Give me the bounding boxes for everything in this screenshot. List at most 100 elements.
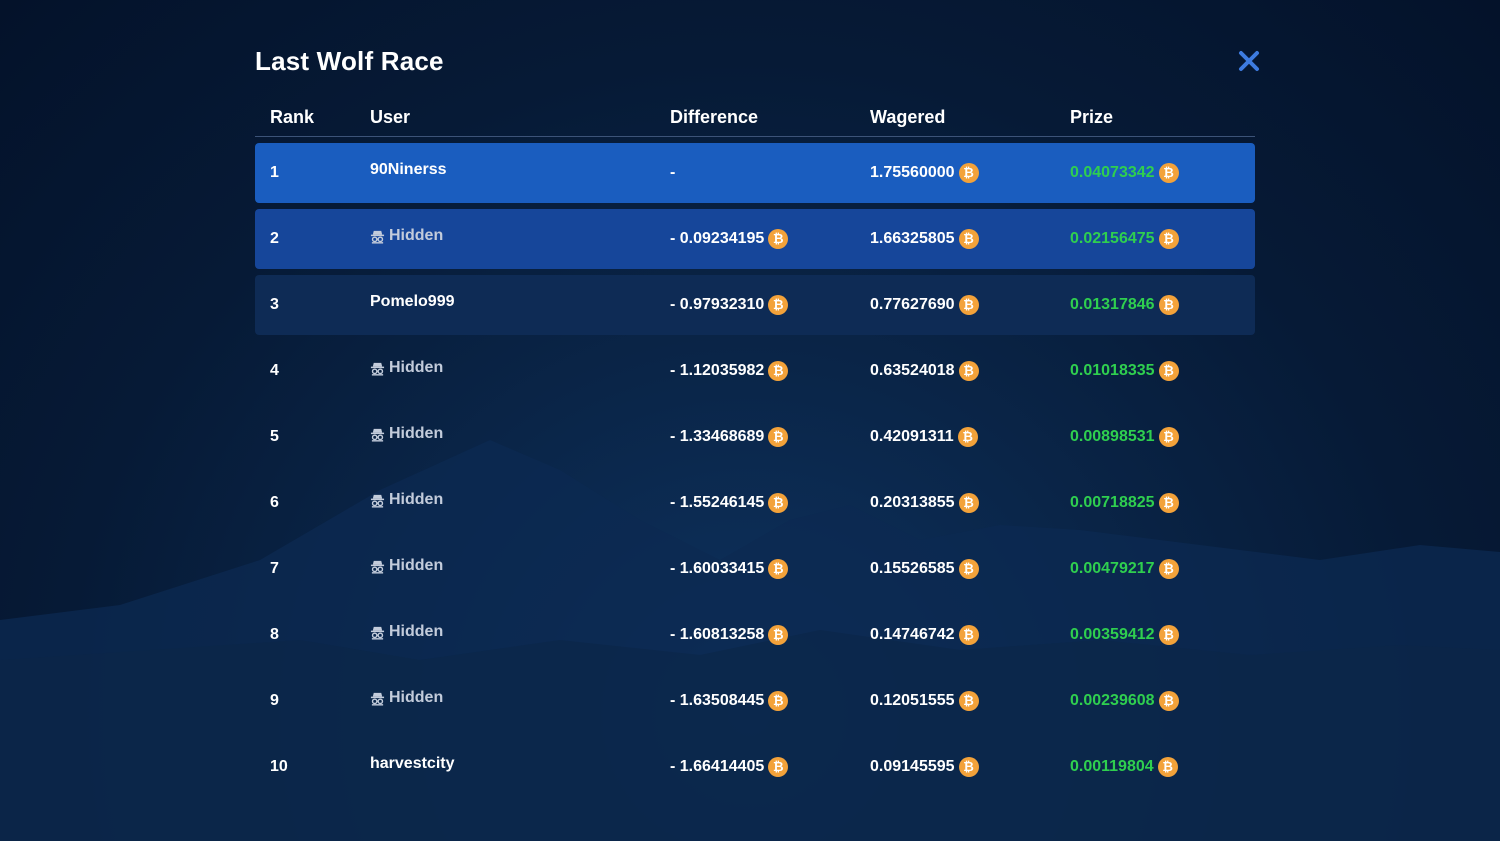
table-row[interactable]: 2 Hidden - 0.09234195 ₿ 1.66325805 ₿ 0.0215647…	[255, 209, 1255, 269]
rank-cell: 9	[270, 692, 279, 709]
bitcoin-icon: ₿	[768, 493, 789, 513]
table-row[interactable]: 6 Hidden - 1.55246145 ₿ 0.20313855 ₿ 0.0071882…	[255, 473, 1255, 533]
prize-cell: 0.01317846 ₿	[1070, 275, 1179, 335]
user-cell[interactable]: harvestcity	[370, 734, 455, 794]
prize-value: 0.00119804	[1070, 758, 1154, 775]
difference-value: - 1.12035982	[670, 362, 765, 379]
difference-cell: - 1.33468689 ₿	[670, 407, 789, 467]
wagered-value: 1.66325805	[870, 230, 955, 247]
user-name: Pomelo999	[370, 293, 455, 310]
prize-value: 0.01317846	[1070, 296, 1155, 313]
rank-cell: 10	[270, 758, 288, 775]
prize-value: 0.00898531	[1070, 428, 1155, 445]
difference-value: - 1.60813258	[670, 626, 765, 643]
user-name: Hidden	[389, 557, 444, 574]
bitcoin-icon: ₿	[768, 757, 789, 777]
user-name: Hidden	[389, 425, 444, 442]
incognito-icon	[370, 428, 385, 442]
user-cell: Hidden	[370, 338, 443, 398]
difference-value: - 1.33468689	[670, 428, 765, 445]
wagered-cell: 0.77627690 ₿	[870, 275, 979, 335]
wagered-cell: 0.42091311 ₿	[870, 407, 978, 467]
bitcoin-icon: ₿	[1158, 493, 1179, 513]
difference-cell: - 0.09234195 ₿	[670, 209, 789, 269]
bitcoin-icon: ₿	[958, 229, 979, 249]
table-row[interactable]: 9 Hidden - 1.63508445 ₿ 0.12051555 ₿ 0.0023960…	[255, 671, 1255, 731]
difference-cell: -	[670, 143, 675, 203]
prize-value: 0.00239608	[1070, 692, 1155, 709]
table-row[interactable]: 5 Hidden - 1.33468689 ₿ 0.42091311 ₿ 0.0089853…	[255, 407, 1255, 467]
wagered-value: 0.12051555	[870, 692, 955, 709]
table-row[interactable]: 10 harvestcity - 1.66414405 ₿ 0.09145595 ₿ 0.0…	[255, 737, 1255, 797]
table-row[interactable]: 3 Pomelo999- 0.97932310 ₿ 0.77627690 ₿ 0.0131…	[255, 275, 1255, 335]
user-name: Hidden	[389, 491, 444, 508]
wagered-value: 1.75560000	[870, 164, 955, 181]
prize-cell: 0.00718825 ₿	[1070, 473, 1179, 533]
difference-value: - 1.66414405	[670, 758, 765, 775]
close-button[interactable]	[1237, 49, 1261, 73]
prize-cell: 0.00239608 ₿	[1070, 671, 1179, 731]
user-cell: Hidden	[370, 536, 443, 596]
wagered-value: 0.42091311	[870, 428, 954, 445]
close-icon	[1239, 51, 1259, 71]
user-cell: Hidden	[370, 602, 443, 662]
wagered-cell: 0.63524018 ₿	[870, 341, 979, 401]
bitcoin-icon: ₿	[1158, 559, 1179, 579]
wagered-value: 0.63524018	[870, 362, 955, 379]
prize-value: 0.00718825	[1070, 494, 1155, 511]
bitcoin-icon: ₿	[768, 559, 789, 579]
table-header: Rank User Difference Wagered Prize	[255, 100, 1255, 137]
rank-cell: 1	[270, 164, 279, 181]
prize-cell: 0.00479217 ₿	[1070, 539, 1179, 599]
prize-value: 0.04073342	[1070, 164, 1155, 181]
prize-value: 0.01018335	[1070, 362, 1155, 379]
prize-cell: 0.00359412 ₿	[1070, 605, 1179, 665]
header-difference: Difference	[670, 107, 759, 127]
user-name: Hidden	[389, 227, 444, 244]
bitcoin-icon: ₿	[958, 691, 979, 711]
wagered-cell: 0.09145595 ₿	[870, 737, 979, 797]
incognito-icon	[370, 692, 385, 706]
difference-value: - 1.60033415	[670, 560, 765, 577]
user-cell[interactable]: 90Ninerss	[370, 140, 447, 200]
bitcoin-icon: ₿	[1158, 625, 1179, 645]
bitcoin-icon: ₿	[768, 625, 789, 645]
wagered-value: 0.77627690	[870, 296, 955, 313]
difference-cell: - 1.60813258 ₿	[670, 605, 789, 665]
difference-value: - 0.97932310	[670, 296, 765, 313]
incognito-icon	[370, 230, 385, 244]
difference-cell: - 1.63508445 ₿	[670, 671, 789, 731]
bitcoin-icon: ₿	[1158, 691, 1179, 711]
rank-cell: 8	[270, 626, 279, 643]
bitcoin-icon: ₿	[768, 427, 789, 447]
difference-cell: - 1.66414405 ₿	[670, 737, 789, 797]
prize-value: 0.02156475	[1070, 230, 1155, 247]
user-name: Hidden	[389, 623, 444, 640]
bitcoin-icon: ₿	[957, 427, 978, 447]
bitcoin-icon: ₿	[1158, 163, 1179, 183]
table-row[interactable]: 8 Hidden - 1.60813258 ₿ 0.14746742 ₿ 0.0035941…	[255, 605, 1255, 665]
wagered-value: 0.09145595	[870, 758, 955, 775]
table-row[interactable]: 7 Hidden - 1.60033415 ₿ 0.15526585 ₿ 0.0047921…	[255, 539, 1255, 599]
rank-cell: 3	[270, 296, 279, 313]
leaderboard-table: 1 90Ninerss -1.75560000 ₿ 0.04073342 ₿ 2 Hidden…	[255, 143, 1255, 803]
bitcoin-icon: ₿	[958, 625, 979, 645]
user-cell[interactable]: Pomelo999	[370, 272, 454, 332]
header-rank: Rank	[270, 107, 315, 127]
table-row[interactable]: 4 Hidden - 1.12035982 ₿ 0.63524018 ₿ 0.0101833…	[255, 341, 1255, 401]
table-row[interactable]: 1 90Ninerss -1.75560000 ₿ 0.04073342 ₿	[255, 143, 1255, 203]
incognito-icon	[370, 494, 385, 508]
bitcoin-icon: ₿	[958, 757, 979, 777]
user-cell: Hidden	[370, 470, 443, 530]
wagered-cell: 1.75560000 ₿	[870, 143, 979, 203]
user-name: Hidden	[389, 689, 444, 706]
header-user: User	[370, 107, 411, 127]
prize-cell: 0.04073342 ₿	[1070, 143, 1179, 203]
rank-cell: 6	[270, 494, 279, 511]
user-cell: Hidden	[370, 206, 443, 266]
bitcoin-icon: ₿	[958, 163, 979, 183]
incognito-icon	[370, 626, 385, 640]
bitcoin-icon: ₿	[958, 559, 979, 579]
modal-title: Last Wolf Race	[255, 46, 444, 76]
